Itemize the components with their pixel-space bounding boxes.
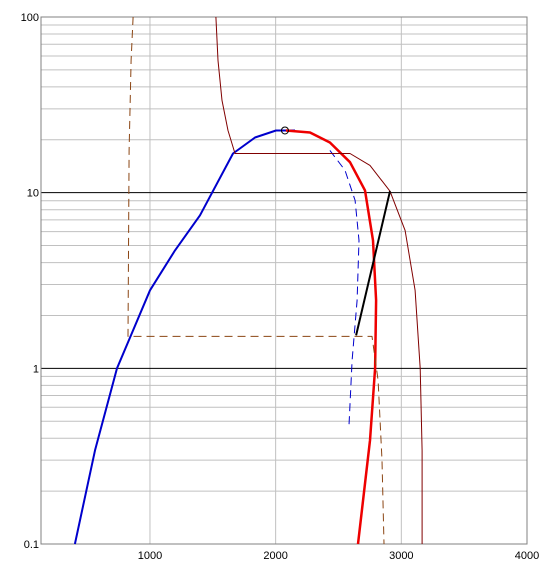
curve [285, 129, 378, 545]
plot-border [40, 16, 528, 545]
y-tick-label: 10 [27, 188, 39, 200]
curve [215, 16, 423, 544]
curve [127, 16, 385, 545]
y-tick-label: 100 [21, 12, 39, 24]
curve [329, 150, 360, 426]
x-tick-label: 3000 [389, 550, 413, 562]
y-tick-label: 0.1 [24, 539, 39, 551]
x-tick-label: 2000 [263, 550, 287, 562]
x-tick-label: 1000 [138, 550, 162, 562]
curve [355, 190, 391, 336]
point-marker [280, 126, 289, 135]
x-tick-label: 4000 [515, 550, 539, 562]
curve [73, 129, 295, 545]
y-tick-label: 1 [33, 363, 39, 375]
